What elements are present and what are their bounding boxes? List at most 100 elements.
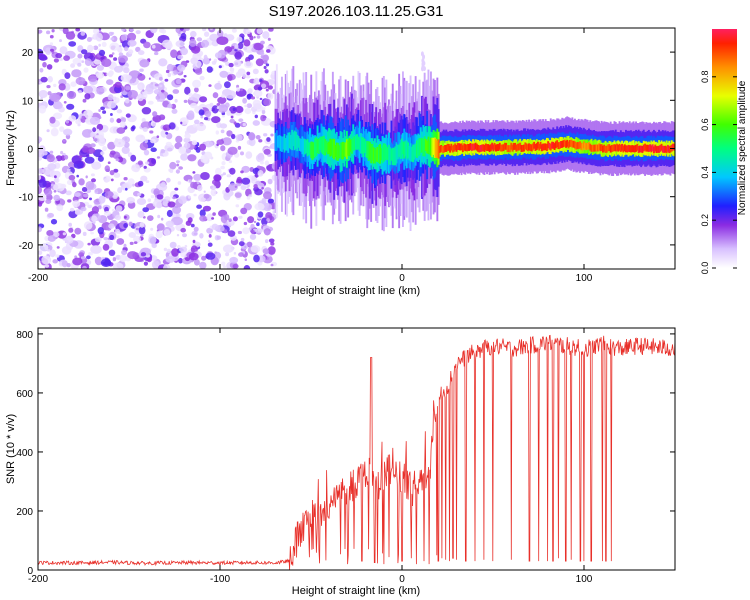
heatmap-noise-blob	[64, 72, 71, 79]
heatmap-noise-blob	[174, 205, 179, 209]
heatmap-ridge-cell	[300, 139, 302, 152]
heatmap-noise-blob	[213, 174, 222, 182]
heatmap-noise-blob	[240, 185, 247, 191]
heatmap-noise-blob	[96, 128, 100, 132]
heatmap-ridge-cell	[496, 144, 499, 151]
heatmap-noise-blob	[154, 51, 159, 56]
heatmap-noise-blob	[229, 118, 235, 124]
heatmap-noise-blob	[167, 201, 176, 208]
heatmap-noise-blob	[224, 46, 233, 53]
heatmap-ridge-cell	[622, 145, 625, 153]
heatmap-noise-blob	[196, 181, 200, 185]
heatmap-noise-blob	[100, 258, 112, 267]
heatmap-noise-blob	[108, 31, 114, 36]
heatmap-noise-blob	[83, 193, 89, 198]
heatmap-noise-blob	[107, 100, 117, 109]
heatmap-noise-blob	[110, 113, 113, 116]
heatmap-noise-blob	[90, 143, 96, 148]
heatmap-ridge-cell	[473, 143, 476, 151]
heatmap-noise-blob	[56, 246, 60, 249]
heatmap-ridge-cell	[416, 140, 418, 158]
heatmap-noise-blob	[182, 233, 187, 238]
heatmap-ridge-cell	[612, 144, 615, 152]
heatmap-ridge-cell	[472, 143, 474, 151]
heatmap-noise-blob	[93, 138, 98, 142]
heatmap-noise-blob	[261, 197, 267, 204]
heatmap-noise-blob	[47, 163, 57, 171]
heatmap-ridge-cell	[481, 144, 483, 152]
heatmap-noise-blob	[173, 70, 178, 75]
heatmap-noise-blob	[78, 252, 85, 257]
heatmap-noise-blob	[82, 231, 87, 236]
heatmap-noise-blob	[167, 103, 173, 109]
heatmap-noise-blob	[98, 28, 102, 31]
heatmap-noise-blob	[193, 92, 197, 97]
heatmap-noise-blob	[44, 207, 49, 212]
heatmap-ridge-cell	[503, 142, 506, 150]
heatmap-noise-blob	[148, 236, 157, 245]
heatmap-ridge-cell	[630, 145, 632, 153]
heatmap-ridge-cell	[487, 144, 490, 151]
heatmap-ridge-cell	[423, 136, 426, 157]
heatmap-ridge-cell	[388, 144, 390, 165]
colorbar-tick-label: 0.4	[700, 166, 710, 179]
heatmap-noise-blob	[142, 89, 145, 92]
heatmap-noise-blob	[131, 125, 136, 130]
heatmap-ridge-cell	[563, 139, 566, 147]
heatmap-noise-blob	[215, 130, 219, 135]
heatmap-noise-blob	[70, 63, 76, 68]
heatmap-ridge-cell	[551, 141, 553, 149]
heatmap-noise-blob	[53, 190, 57, 193]
heatmap-noise-blob	[256, 35, 261, 39]
heatmap-ridge-cell	[395, 143, 398, 164]
snr-y-tick-label: 400	[16, 448, 33, 459]
heatmap-ridge-cell	[595, 144, 598, 152]
snr-y-label: SNR (10 * v/v)	[5, 414, 17, 484]
heatmap-noise-blob	[103, 211, 111, 216]
heatmap-noise-blob	[267, 37, 271, 41]
heatmap-noise-blob	[221, 115, 225, 118]
heatmap-noise-blob	[118, 52, 124, 57]
heatmap-ridge-cell	[418, 138, 421, 156]
heatmap-ridge-cell	[665, 146, 668, 154]
heatmap-ridge-cell	[453, 144, 455, 152]
snr-x-tick-label: 100	[576, 574, 593, 585]
heatmap-noise-blob	[255, 228, 263, 234]
heatmap-noise-blob	[171, 248, 179, 257]
heatmap-ridge-cell	[315, 137, 318, 156]
heatmap-noise-blob	[263, 148, 271, 155]
heatmap-noise-blob	[237, 42, 244, 50]
heatmap-noise-blob	[206, 66, 213, 73]
heatmap-x-tick-label: -100	[210, 273, 230, 284]
heatmap-ridge-cell	[554, 141, 557, 149]
heatmap-noise-blob	[265, 88, 269, 92]
heatmap-ridge-cell	[307, 141, 310, 156]
heatmap-noise-blob	[125, 75, 132, 80]
heatmap-noise-blob	[160, 129, 168, 138]
heatmap-noise-blob	[192, 171, 196, 174]
heatmap-noise-blob	[159, 84, 163, 88]
heatmap-noise-blob	[169, 161, 177, 170]
heatmap-noise-blob	[45, 47, 52, 55]
heatmap-noise-blob	[165, 177, 171, 183]
heatmap-noise-blob	[67, 199, 72, 203]
heatmap-noise-blob	[90, 231, 94, 235]
heatmap-noise-blob	[232, 263, 239, 269]
heatmap-noise-blob	[128, 232, 136, 238]
heatmap-noise-blob	[206, 227, 214, 234]
heatmap-noise-blob	[155, 230, 163, 239]
heatmap-ridge-cell	[537, 141, 539, 149]
heatmap-noise-blob	[178, 196, 187, 204]
heatmap-noise-blob	[140, 175, 148, 182]
heatmap-noise-blob	[39, 54, 48, 61]
heatmap-signal-layer	[271, 51, 675, 232]
heatmap-noise-blob	[193, 226, 199, 232]
heatmap-ridge-cell	[589, 143, 592, 151]
heatmap-noise-blob	[75, 28, 81, 32]
heatmap-noise-blob	[172, 89, 180, 94]
heatmap-noise-blob	[257, 211, 264, 218]
heatmap-noise-blob	[116, 109, 123, 114]
heatmap-noise-blob	[128, 221, 133, 227]
heatmap-noise-blob	[40, 76, 48, 83]
heatmap-ridge-cell	[363, 138, 366, 153]
